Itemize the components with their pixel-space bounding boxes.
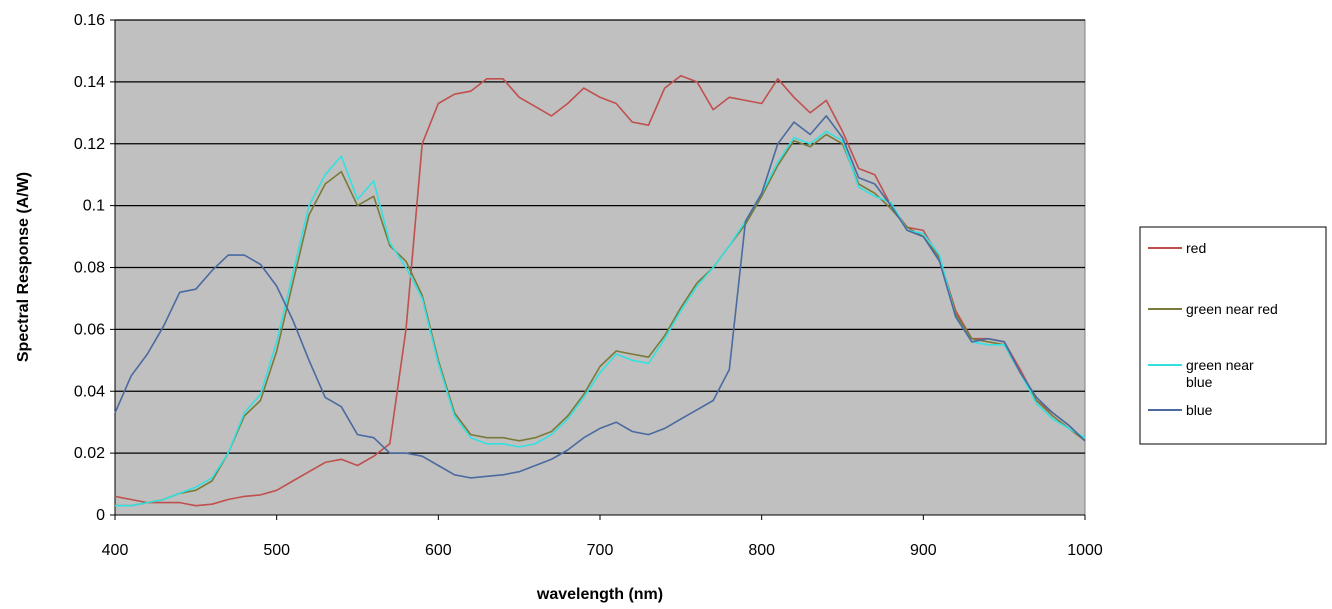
legend-label-red: red bbox=[1186, 240, 1206, 256]
y-tick-label-0: 0 bbox=[96, 507, 105, 524]
legend: red green near red green near blue blue bbox=[1139, 226, 1327, 445]
series-line-blue bbox=[114, 115, 1086, 479]
series-line-red bbox=[114, 74, 1086, 507]
y-axis-title: Spectral Response (A/W) bbox=[15, 172, 32, 362]
legend-label-blue: blue bbox=[1186, 402, 1213, 418]
legend-label-green-near-blue: green near blue bbox=[1186, 357, 1254, 390]
y-tick-label-6: 0.12 bbox=[74, 136, 105, 153]
gridlines bbox=[115, 19, 1085, 454]
legend-label-green-near-red: green near red bbox=[1186, 301, 1278, 317]
y-tick-label-2: 0.04 bbox=[74, 383, 105, 400]
x-tick-label-6: 1000 bbox=[1067, 542, 1103, 559]
x-tick-label-1: 500 bbox=[263, 542, 290, 559]
x-tick-label-5: 900 bbox=[910, 542, 937, 559]
y-tick-label-3: 0.06 bbox=[74, 321, 105, 338]
series-lines bbox=[114, 74, 1086, 507]
tick-labels: 0 0.02 0.04 0.06 0.08 0.1 0.12 0.14 0.16 400 500 60… bbox=[74, 12, 1103, 559]
x-tick-label-0: 400 bbox=[102, 542, 129, 559]
x-tick-label-3: 700 bbox=[587, 542, 614, 559]
x-axis-title: wavelength (nm) bbox=[536, 586, 663, 603]
x-tick-label-4: 800 bbox=[748, 542, 775, 559]
y-tick-label-7: 0.14 bbox=[74, 74, 105, 91]
x-tick-label-2: 600 bbox=[425, 542, 452, 559]
y-tick-label-4: 0.08 bbox=[74, 260, 105, 277]
y-tick-label-5: 0.1 bbox=[83, 198, 105, 215]
y-tick-label-8: 0.16 bbox=[74, 12, 105, 29]
series-line-green-near-blue bbox=[115, 130, 1086, 507]
legend-box bbox=[1139, 226, 1327, 445]
y-tick-label-1: 0.02 bbox=[74, 445, 105, 462]
axes bbox=[110, 19, 1086, 520]
